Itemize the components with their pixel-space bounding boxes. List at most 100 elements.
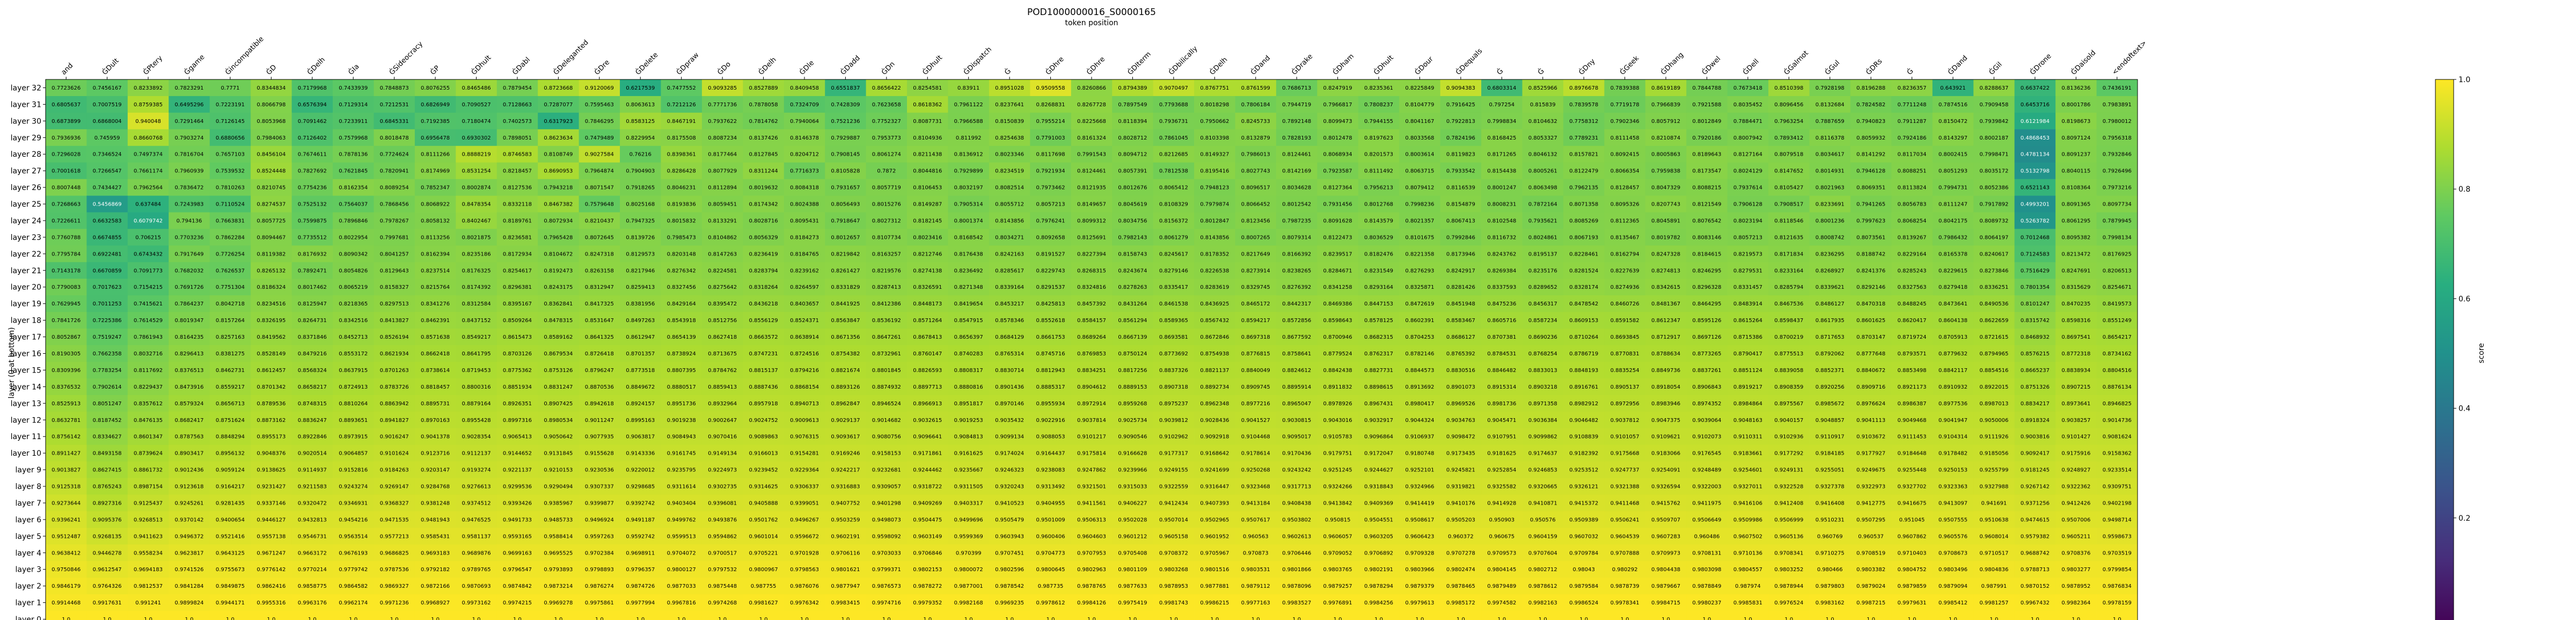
cell-value-label: 0.8909716 xyxy=(1856,384,1885,390)
cell-value-label: 0.8044816 xyxy=(913,169,942,174)
cell-value-label: 0.8122473 xyxy=(1323,235,1352,240)
cell-value-label: 0.8331829 xyxy=(831,285,860,290)
cell-value-label: 0.7998471 xyxy=(1979,152,2008,158)
cell-value-label: 0.9411975 xyxy=(1692,500,1721,506)
cell-value-label: 0.9241699 xyxy=(1200,468,1229,473)
cell-value-label: 1.0 xyxy=(308,617,317,620)
cell-value-label: 0.9671247 xyxy=(257,550,286,556)
heatmap-cell xyxy=(1809,112,1851,130)
cell-value-label: 0.9577213 xyxy=(380,534,409,539)
cell-value-label: 1.0 xyxy=(1539,617,1547,620)
cell-value-label: 0.7964874 xyxy=(585,169,614,174)
cell-value-label: 0.9663172 xyxy=(298,550,327,556)
cell-value-label: 0.8108329 xyxy=(1159,202,1188,208)
heatmap-cell xyxy=(1112,162,1154,180)
cell-value-label: 0.8019632 xyxy=(749,185,778,191)
cell-value-label: 0.9585431 xyxy=(421,534,450,539)
cell-value-label: 0.9111926 xyxy=(1979,434,2008,440)
cell-value-label: 0.8237641 xyxy=(995,102,1024,108)
cell-value-label: 0.9498073 xyxy=(872,517,901,523)
cell-value-label: 0.8973641 xyxy=(2061,401,2090,407)
cell-value-label: 0.8274813 xyxy=(1651,268,1680,274)
cell-value-label: 0.9510638 xyxy=(1979,517,2008,523)
cell-value-label: 0.8095382 xyxy=(2061,235,2090,240)
cell-value-label: 0.8237514 xyxy=(421,268,450,274)
cell-value-label: 0.9969235 xyxy=(995,600,1024,606)
cell-value-label: 0.8483914 xyxy=(1733,301,1762,307)
heatmap-cell xyxy=(1317,96,1359,113)
cell-value-label: 0.8760147 xyxy=(913,351,942,357)
cell-value-label: 0.8289652 xyxy=(1528,285,1557,290)
heatmap-cell xyxy=(620,145,661,163)
cell-value-label: 0.8058132 xyxy=(421,218,450,224)
cell-value-label: 0.8149327 xyxy=(1200,152,1229,158)
cell-value-label: 0.9974716 xyxy=(872,600,901,606)
cell-value-label: 0.8111266 xyxy=(421,152,450,158)
heatmap-cell xyxy=(1891,79,1933,97)
cell-value-label: 0.9799854 xyxy=(2103,567,2132,573)
cell-value-label: 0.4781134 xyxy=(2021,152,2050,158)
cell-value-label: 0.9878272 xyxy=(913,583,942,589)
cell-value-label: 0.9327988 xyxy=(1979,484,2008,490)
cell-value-label: 0.9180748 xyxy=(1405,451,1434,457)
cell-value-label: 0.8184615 xyxy=(1692,251,1721,257)
cell-value-label: 0.8094712 xyxy=(1118,152,1147,158)
cell-value-label: 0.9708519 xyxy=(1856,550,1885,556)
cell-value-label: 0.8524448 xyxy=(257,169,286,174)
cell-value-label: 0.9032615 xyxy=(913,418,942,424)
cell-value-label: 0.8447153 xyxy=(1364,301,1393,307)
cell-value-label: 0.7997623 xyxy=(1856,218,1885,224)
cell-value-label: 0.8104862 xyxy=(708,235,737,240)
cell-value-label: 0.797254 xyxy=(1489,102,1514,108)
cell-value-label: 0.7801354 xyxy=(2021,285,2050,290)
cell-value-label: 0.8817256 xyxy=(1118,368,1147,374)
heatmap-cell xyxy=(1235,112,1277,130)
heatmap-cell xyxy=(784,129,825,147)
cell-value-label: 0.8419654 xyxy=(954,301,983,307)
cell-value-label: 0.987755 xyxy=(751,583,777,589)
heatmap-cell xyxy=(46,79,87,97)
cell-value-label: 0.8746583 xyxy=(503,152,532,158)
cell-value-label: 0.6805637 xyxy=(52,102,80,108)
cell-value-label: 0.8040115 xyxy=(2061,169,2090,174)
cell-value-label: 0.8217649 xyxy=(1241,251,1270,257)
cell-value-label: 0.9800072 xyxy=(954,567,983,573)
cell-value-label: 0.8174342 xyxy=(749,202,778,208)
x-tick-label: ĠDhre xyxy=(1043,55,1065,77)
cell-value-label: 0.7291464 xyxy=(174,119,203,125)
cell-value-label: 0.8007448 xyxy=(52,185,80,191)
cell-value-label: 0.9161745 xyxy=(667,451,696,457)
cell-value-label: 0.8001374 xyxy=(954,218,983,224)
cell-value-label: 0.9101217 xyxy=(1077,434,1106,440)
heatmap-cell xyxy=(1276,79,1318,97)
cell-value-label: 0.7916425 xyxy=(1446,102,1475,108)
cell-value-label: 0.8376532 xyxy=(52,384,80,390)
cell-value-label: 0.9324266 xyxy=(1323,484,1352,490)
cell-value-label: 0.8033568 xyxy=(1405,135,1434,141)
cell-value-label: 0.9877881 xyxy=(1200,583,1229,589)
heatmap-cell xyxy=(866,129,908,147)
cell-value-label: 0.7893412 xyxy=(1774,135,1803,141)
cell-value-label: 0.8236295 xyxy=(1816,251,1845,257)
cell-value-label: 0.7846295 xyxy=(585,119,614,125)
cell-value-label: 0.9346931 xyxy=(339,500,368,506)
cell-value-label: 1.0 xyxy=(841,617,850,620)
cell-value-label: 0.9796357 xyxy=(626,567,655,573)
cell-value-label: 0.7935621 xyxy=(1528,218,1557,224)
heatmap-cell xyxy=(1809,79,1851,97)
x-tick-label: ĠDelh xyxy=(305,55,327,77)
cell-value-label: 0.6632583 xyxy=(93,218,122,224)
cell-value-label: 0.8451948 xyxy=(1446,301,1475,307)
cell-value-label: 0.9601952 xyxy=(1200,534,1229,539)
heatmap-cell xyxy=(251,145,292,163)
cell-value-label: 0.8660768 xyxy=(134,135,163,141)
cell-value-label: 0.8067193 xyxy=(1569,235,1598,240)
cell-value-label: 0.7001618 xyxy=(52,169,80,174)
cell-value-label: 0.9849875 xyxy=(216,583,245,589)
cell-value-label: 0.9608014 xyxy=(1979,534,2008,539)
cell-value-label: 0.8008231 xyxy=(1487,202,1516,208)
cell-value-label: 0.9879094 xyxy=(1938,583,1967,589)
x-tick-label: and xyxy=(60,62,75,77)
cell-value-label: 0.7872 xyxy=(877,169,896,174)
cell-value-label: 0.8057391 xyxy=(1118,169,1147,174)
